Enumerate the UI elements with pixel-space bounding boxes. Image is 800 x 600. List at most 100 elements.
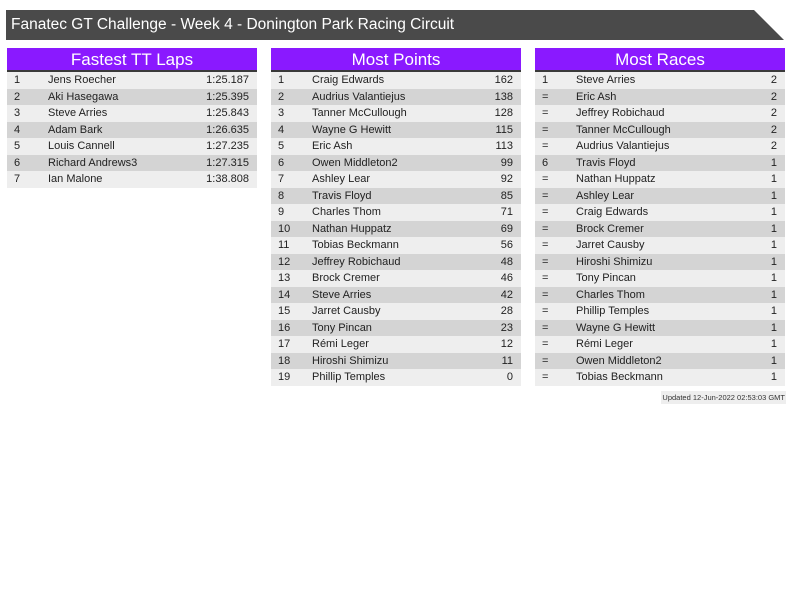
driver-name: Travis Floyd: [576, 156, 636, 169]
table-row: 2 Audrius Valantiejus 138: [271, 88, 521, 105]
rank: 3: [14, 107, 21, 119]
value: 92: [500, 173, 513, 185]
rank: 18: [278, 354, 291, 367]
value: 42: [500, 288, 513, 301]
rank: =: [542, 321, 549, 334]
most-races-panel: Most Races 1 Steve Arries 2 = Eric Ash 2 = Jeffr…: [535, 48, 785, 386]
rank: =: [542, 140, 549, 152]
value: 1: [770, 189, 777, 202]
rank: 6: [542, 156, 549, 169]
page-title: Fanatec GT Challenge - Week 4 - Doningto…: [6, 10, 784, 40]
driver-name: Ian Malone: [48, 173, 103, 185]
rank: 13: [278, 272, 291, 284]
value: 1: [770, 272, 777, 284]
table-row: 7 Ashley Lear 92: [271, 171, 521, 188]
driver-name: Brock Cremer: [576, 222, 644, 235]
value: 28: [500, 305, 513, 317]
driver-name: Wayne G Hewitt: [312, 123, 392, 136]
rank: 11: [278, 239, 290, 251]
driver-name: Aki Hasegawa: [48, 90, 119, 103]
rank: 7: [14, 173, 21, 185]
value: 1: [770, 222, 777, 235]
value: 1:26.635: [206, 123, 249, 136]
value: 46: [500, 272, 513, 284]
driver-name: Nathan Huppatz: [312, 222, 392, 235]
rank: 4: [14, 123, 21, 136]
rank: =: [542, 206, 549, 218]
rank: 16: [278, 321, 291, 334]
table-row: 4 Adam Bark 1:26.635: [7, 121, 257, 138]
table-row: = Audrius Valantiejus 2: [535, 138, 785, 155]
value: 11: [501, 354, 513, 367]
value: 1: [770, 206, 777, 218]
table-row: = Nathan Huppatz 1: [535, 171, 785, 188]
rank: 6: [278, 156, 285, 169]
table-row: 6 Richard Andrews3 1:27.315: [7, 154, 257, 171]
rank: 14: [278, 288, 291, 301]
driver-name: Rémi Leger: [576, 338, 633, 350]
driver-name: Hiroshi Shimizu: [312, 354, 389, 367]
table-row: 9 Charles Thom 71: [271, 204, 521, 221]
table-row: 5 Eric Ash 113: [271, 138, 521, 155]
table-row: = Tanner McCullough 2: [535, 121, 785, 138]
driver-name: Craig Edwards: [312, 74, 385, 86]
driver-name: Tobias Beckmann: [576, 371, 663, 383]
driver-name: Eric Ash: [312, 140, 353, 152]
table-row: 1 Steve Arries 2: [535, 72, 785, 89]
rank: =: [542, 222, 549, 235]
panel-heading: Fastest TT Laps: [7, 48, 257, 72]
rank: 1: [542, 74, 549, 86]
most-points-table: 1 Craig Edwards 162 2 Audrius Valantiejus 138…: [271, 72, 521, 386]
rank: 1: [14, 74, 21, 86]
driver-name: Wayne G Hewitt: [576, 321, 656, 334]
driver-name: Travis Floyd: [312, 189, 372, 202]
driver-name: Jeffrey Robichaud: [312, 255, 401, 268]
value: 1:27.235: [206, 140, 249, 152]
value: 1:27.315: [206, 156, 249, 169]
rank: =: [542, 90, 549, 103]
panel-heading: Most Points: [271, 48, 521, 72]
driver-name: Phillip Temples: [312, 371, 386, 383]
value: 1:25.187: [206, 74, 249, 86]
table-row: 13 Brock Cremer 46: [271, 270, 521, 287]
rank: 9: [278, 206, 285, 218]
table-row: = Hiroshi Shimizu 1: [535, 253, 785, 270]
driver-name: Owen Middleton2: [576, 354, 662, 367]
value: 69: [500, 222, 513, 235]
driver-name: Tanner McCullough: [576, 123, 671, 136]
most-points-panel: Most Points 1 Craig Edwards 162 2 Audrius Val…: [271, 48, 521, 386]
table-row: = Rémi Leger 1: [535, 336, 785, 353]
rank: =: [542, 371, 549, 383]
table-row: 18 Hiroshi Shimizu 11: [271, 352, 521, 369]
value: 99: [500, 156, 513, 169]
rank: =: [542, 107, 549, 119]
driver-name: Eric Ash: [576, 90, 617, 103]
table-row: 8 Travis Floyd 85: [271, 187, 521, 204]
rank: 5: [278, 140, 285, 152]
rank: =: [542, 239, 549, 251]
driver-name: Brock Cremer: [312, 272, 380, 284]
driver-name: Jarret Causby: [576, 239, 645, 251]
table-row: 7 Ian Malone 1:38.808: [7, 171, 257, 188]
driver-name: Tobias Beckmann: [312, 239, 399, 251]
driver-name: Tony Pincan: [312, 321, 372, 334]
value: 85: [500, 189, 513, 202]
table-row: 6 Travis Floyd 1: [535, 154, 785, 171]
rank: =: [542, 305, 549, 317]
driver-name: Audrius Valantiejus: [312, 90, 406, 103]
rank: =: [542, 338, 549, 350]
rank: 3: [278, 107, 285, 119]
value: 0: [506, 371, 513, 383]
value: 162: [494, 74, 513, 86]
value: 1: [770, 354, 777, 367]
table-row: = Tony Pincan 1: [535, 270, 785, 287]
driver-name: Jarret Causby: [312, 305, 381, 317]
rank: 17: [278, 338, 291, 350]
driver-name: Charles Thom: [576, 288, 645, 301]
rank: 2: [278, 90, 285, 103]
value: 1: [770, 371, 777, 383]
driver-name: Jens Roecher: [48, 74, 116, 86]
value: 71: [500, 206, 513, 218]
value: 1: [770, 338, 777, 350]
value: 2: [770, 107, 777, 119]
